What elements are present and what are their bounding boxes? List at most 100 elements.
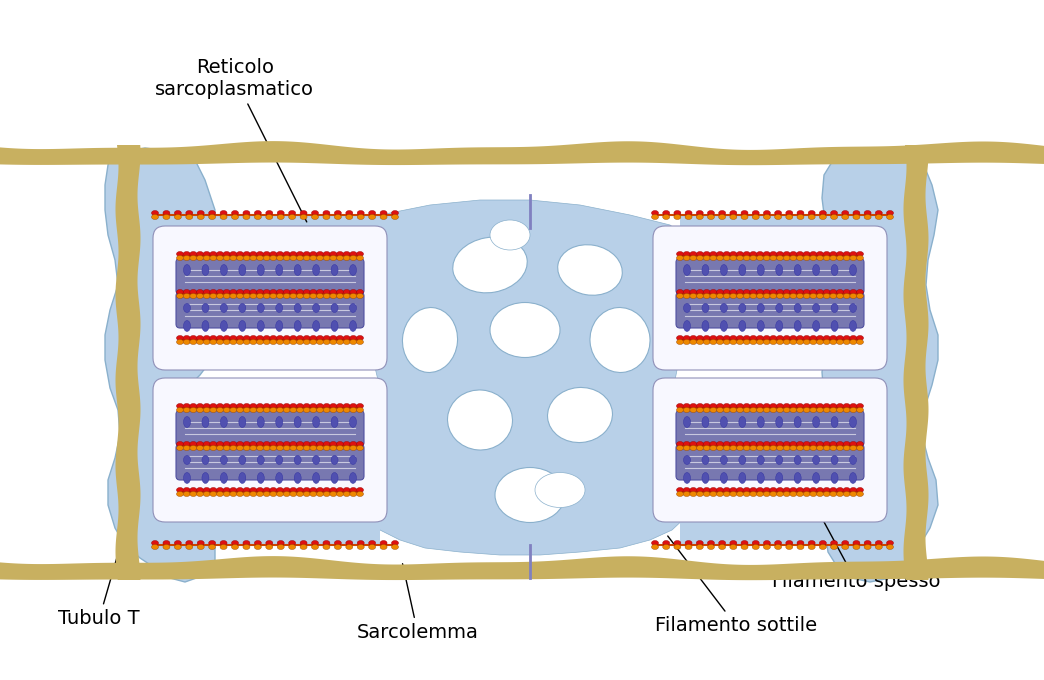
Ellipse shape: [710, 403, 717, 409]
Ellipse shape: [263, 335, 270, 341]
Ellipse shape: [290, 445, 296, 450]
Ellipse shape: [803, 339, 810, 345]
Ellipse shape: [331, 303, 338, 313]
Ellipse shape: [223, 445, 230, 450]
Ellipse shape: [343, 339, 350, 345]
Ellipse shape: [239, 320, 245, 332]
Ellipse shape: [677, 335, 684, 341]
Ellipse shape: [790, 403, 797, 409]
Ellipse shape: [776, 416, 783, 428]
Ellipse shape: [266, 545, 272, 549]
Ellipse shape: [255, 211, 261, 216]
Ellipse shape: [803, 294, 810, 299]
Ellipse shape: [790, 256, 797, 260]
Ellipse shape: [243, 211, 250, 216]
Ellipse shape: [183, 252, 190, 256]
Ellipse shape: [303, 407, 310, 413]
Ellipse shape: [343, 335, 350, 341]
Ellipse shape: [174, 211, 182, 216]
Ellipse shape: [736, 445, 743, 450]
Ellipse shape: [392, 211, 399, 216]
Ellipse shape: [797, 545, 804, 549]
Ellipse shape: [316, 407, 324, 413]
Ellipse shape: [288, 214, 295, 220]
Ellipse shape: [216, 294, 223, 299]
Ellipse shape: [763, 445, 770, 450]
Ellipse shape: [850, 265, 856, 275]
Ellipse shape: [850, 441, 857, 447]
Ellipse shape: [220, 473, 228, 483]
Ellipse shape: [850, 403, 857, 409]
Ellipse shape: [250, 256, 257, 260]
Ellipse shape: [816, 441, 824, 447]
Ellipse shape: [823, 252, 830, 256]
Ellipse shape: [810, 407, 816, 413]
Ellipse shape: [184, 456, 190, 464]
Ellipse shape: [283, 488, 290, 492]
Ellipse shape: [886, 541, 894, 545]
Ellipse shape: [777, 294, 783, 299]
FancyBboxPatch shape: [153, 226, 387, 370]
Ellipse shape: [743, 403, 751, 409]
Ellipse shape: [730, 488, 737, 492]
Ellipse shape: [201, 416, 209, 428]
Ellipse shape: [310, 335, 316, 341]
Ellipse shape: [704, 441, 710, 447]
Ellipse shape: [741, 541, 748, 545]
Ellipse shape: [783, 407, 790, 413]
Ellipse shape: [303, 294, 310, 299]
Ellipse shape: [677, 252, 684, 256]
Ellipse shape: [757, 416, 764, 428]
Ellipse shape: [790, 339, 797, 345]
Ellipse shape: [850, 290, 857, 294]
Ellipse shape: [237, 335, 243, 341]
Ellipse shape: [312, 416, 319, 428]
Ellipse shape: [223, 403, 230, 409]
Ellipse shape: [823, 290, 830, 294]
Ellipse shape: [757, 252, 763, 256]
Ellipse shape: [237, 294, 243, 299]
Ellipse shape: [696, 445, 704, 450]
Text: Tubulo T: Tubulo T: [58, 503, 140, 628]
Ellipse shape: [836, 294, 844, 299]
Ellipse shape: [163, 545, 170, 549]
Ellipse shape: [739, 320, 745, 332]
Ellipse shape: [875, 545, 882, 549]
Ellipse shape: [783, 441, 790, 447]
Ellipse shape: [736, 294, 743, 299]
Ellipse shape: [186, 541, 193, 545]
Ellipse shape: [844, 339, 850, 345]
Ellipse shape: [324, 294, 330, 299]
Ellipse shape: [316, 256, 324, 260]
Ellipse shape: [723, 294, 730, 299]
Ellipse shape: [850, 339, 857, 345]
Ellipse shape: [230, 441, 237, 447]
Ellipse shape: [296, 445, 304, 450]
Ellipse shape: [316, 492, 324, 496]
Ellipse shape: [190, 252, 197, 256]
Ellipse shape: [243, 335, 251, 341]
Polygon shape: [0, 556, 1044, 580]
Ellipse shape: [300, 545, 307, 549]
Ellipse shape: [278, 545, 284, 549]
Ellipse shape: [310, 403, 316, 409]
Polygon shape: [680, 215, 840, 260]
Ellipse shape: [330, 335, 337, 341]
Ellipse shape: [204, 252, 210, 256]
Ellipse shape: [803, 403, 810, 409]
Ellipse shape: [204, 256, 210, 260]
Ellipse shape: [844, 256, 850, 260]
Ellipse shape: [336, 488, 343, 492]
Ellipse shape: [255, 545, 261, 549]
Ellipse shape: [210, 294, 217, 299]
Ellipse shape: [797, 290, 804, 294]
Ellipse shape: [830, 290, 837, 294]
Ellipse shape: [257, 473, 264, 483]
Ellipse shape: [777, 290, 783, 294]
Ellipse shape: [763, 256, 770, 260]
Ellipse shape: [290, 335, 296, 341]
Ellipse shape: [830, 445, 837, 450]
Ellipse shape: [296, 488, 304, 492]
Ellipse shape: [176, 335, 184, 341]
Ellipse shape: [369, 214, 376, 220]
